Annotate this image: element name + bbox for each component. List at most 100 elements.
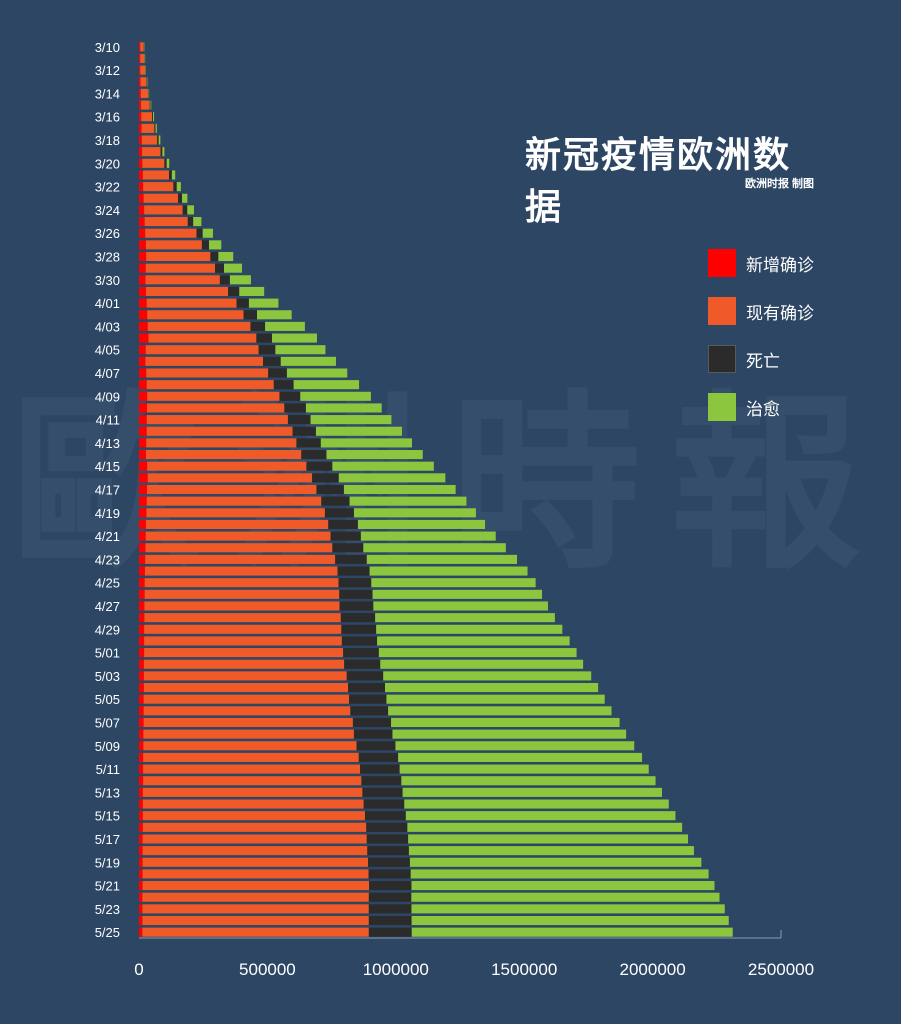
bar-deaths-5-21 [369, 881, 412, 891]
bar-new-3-19 [139, 147, 143, 157]
y-tick-label: 3/26 [95, 226, 120, 241]
bar-active-5-04 [143, 683, 349, 693]
bar-recovered-5-12 [401, 776, 656, 786]
bar-active-4-05 [145, 345, 259, 355]
bar-new-3-23 [139, 193, 144, 203]
bar-recovered-3-12 [145, 65, 146, 75]
y-tick-label: 5/01 [95, 646, 120, 661]
bar-active-5-01 [144, 648, 344, 658]
bar-deaths-4-05 [258, 345, 276, 355]
bar-recovered-4-27 [373, 601, 548, 611]
bar-recovered-4-29 [376, 624, 563, 634]
bar-deaths-3-22 [173, 182, 177, 192]
x-axis: 0 500000 1000000 1500000 2000000 2500000 [134, 930, 814, 979]
bar-deaths-3-29 [215, 263, 224, 273]
bar-recovered-5-04 [385, 683, 599, 693]
bar-new-4-13 [139, 438, 147, 448]
y-tick-label: 4/05 [95, 343, 120, 358]
bar-active-5-24 [142, 915, 369, 926]
bar-active-4-01 [146, 298, 237, 308]
bar-deaths-4-18 [321, 496, 350, 506]
bar-active-4-16 [147, 473, 313, 483]
bar-recovered-4-21 [360, 531, 496, 541]
bar-new-3-27 [139, 240, 146, 250]
bar-active-3-10 [140, 42, 144, 52]
legend-label-deaths: 死亡 [746, 351, 780, 371]
bar-recovered-5-14 [404, 799, 669, 809]
bar-deaths-3-24 [182, 205, 188, 215]
bar-recovered-4-09 [300, 391, 371, 401]
bar-new-4-12 [139, 426, 147, 436]
bar-new-4-02 [139, 310, 148, 320]
bar-deaths-5-13 [362, 787, 403, 797]
bar-active-3-22 [143, 182, 174, 192]
bar-deaths-3-27 [201, 240, 209, 250]
bar-recovered-3-15 [150, 100, 152, 110]
legend-label-active: 现有确诊 [746, 303, 814, 323]
bar-recovered-5-17 [408, 834, 689, 844]
bar-new-5-09 [139, 741, 144, 751]
bar-deaths-5-16 [366, 822, 408, 832]
bar-active-4-19 [146, 508, 325, 518]
y-tick-label: 3/20 [95, 156, 120, 171]
bar-deaths-5-04 [348, 683, 386, 693]
chart-subtitle: 欧洲时报 制图 [745, 178, 815, 190]
bar-recovered-4-20 [357, 519, 486, 529]
bar-active-4-18 [146, 496, 322, 506]
bar-deaths-4-15 [306, 461, 333, 471]
bar-deaths-4-22 [332, 543, 364, 553]
bar-deaths-4-30 [341, 636, 378, 646]
bar-deaths-3-28 [210, 251, 219, 262]
bar-active-4-10 [146, 403, 285, 413]
bar-deaths-3-13 [146, 77, 147, 87]
bar-active-4-28 [144, 613, 341, 623]
y-tick-label: 3/16 [95, 110, 120, 125]
bar-new-4-08 [139, 380, 147, 390]
bar-active-5-17 [142, 834, 367, 844]
bar-deaths-3-15 [149, 100, 151, 110]
bar-recovered-5-16 [407, 822, 683, 832]
bar-deaths-4-09 [279, 391, 301, 401]
bar-new-3-30 [139, 275, 146, 285]
bar-recovered-5-19 [409, 857, 702, 867]
bar-deaths-4-23 [335, 554, 367, 564]
bar-recovered-3-13 [146, 77, 148, 87]
bar-deaths-3-25 [187, 217, 194, 227]
bar-deaths-4-04 [256, 333, 273, 343]
y-tick-label: 4/15 [95, 459, 120, 474]
bar-recovered-3-26 [202, 228, 213, 238]
bar-recovered-4-15 [332, 461, 434, 471]
bar-recovered-3-25 [193, 217, 202, 227]
y-tick-label: 5/25 [95, 925, 120, 940]
chart-title: 新冠疫情欧洲数据 [525, 134, 792, 227]
bar-new-5-23 [139, 904, 143, 914]
bar-deaths-5-02 [344, 659, 381, 669]
legend-item-active: 现有确诊 [708, 295, 814, 327]
bar-active-4-21 [145, 531, 331, 541]
bar-new-5-18 [139, 846, 143, 856]
bar-deaths-4-16 [312, 473, 339, 483]
bar-new-4-09 [139, 391, 148, 401]
bar-deaths-4-25 [338, 578, 372, 588]
y-tick-label: 4/25 [95, 576, 120, 591]
bar-deaths-4-14 [301, 450, 327, 460]
bar-recovered-4-17 [343, 484, 456, 495]
bar-deaths-4-08 [273, 380, 294, 390]
y-tick-label: 5/15 [95, 809, 120, 824]
bar-deaths-4-03 [250, 321, 266, 331]
bar-new-4-04 [139, 333, 149, 343]
bar-new-5-12 [139, 776, 144, 786]
bar-active-5-14 [142, 799, 364, 809]
bar-recovered-5-10 [398, 752, 643, 762]
bar-deaths-3-12 [145, 65, 146, 75]
bar-recovered-3-18 [158, 135, 161, 145]
bar-recovered-4-12 [315, 426, 402, 436]
bar-recovered-5-24 [411, 915, 729, 926]
bar-recovered-4-16 [338, 473, 446, 483]
y-tick-label: 4/07 [95, 366, 120, 381]
bar-new-4-01 [139, 298, 147, 308]
bar-new-4-25 [139, 578, 145, 588]
bar-active-3-11 [140, 53, 145, 64]
bar-new-5-02 [139, 659, 144, 669]
bar-new-5-16 [139, 822, 143, 832]
